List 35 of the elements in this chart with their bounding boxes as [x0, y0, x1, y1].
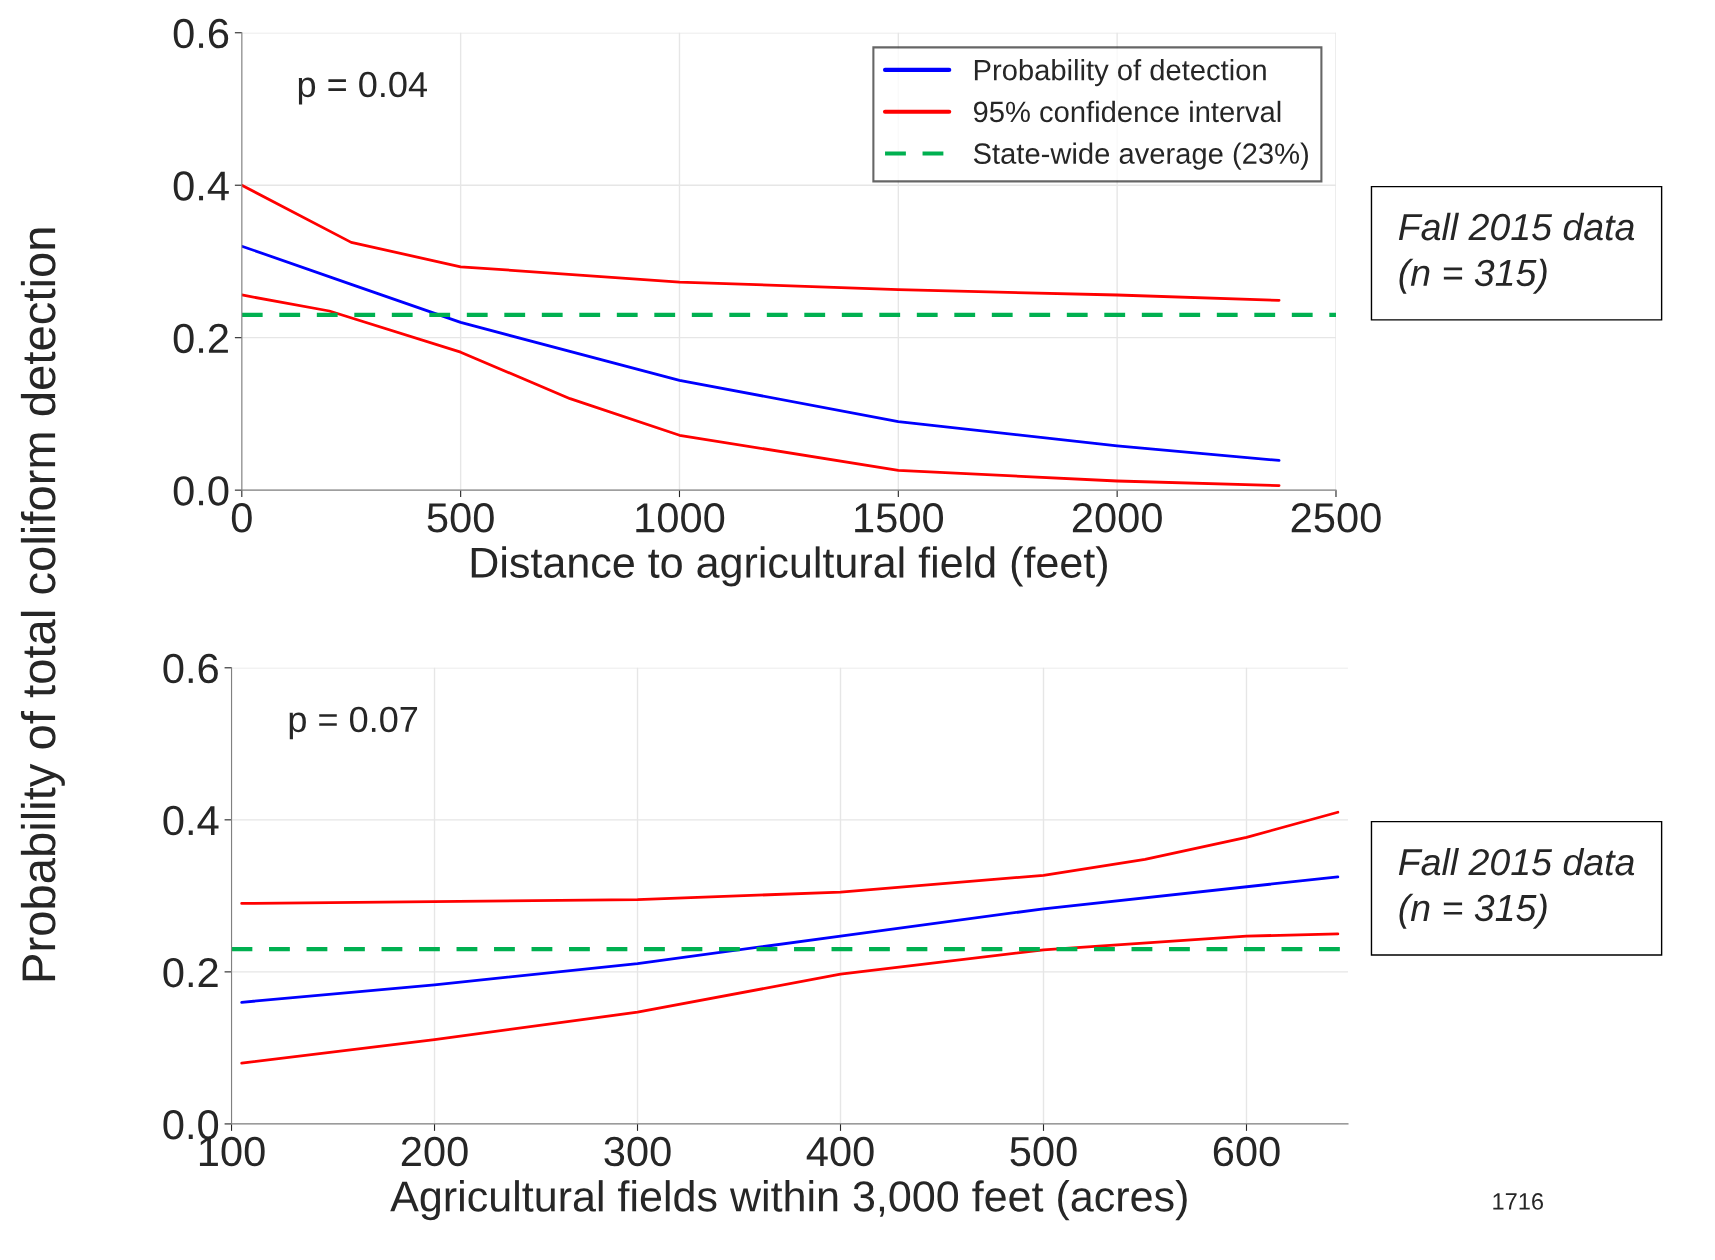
annotation: p = 0.07	[289, 706, 418, 740]
line-series	[240, 810, 1340, 905]
y-tick-label: 0.6	[173, 18, 229, 49]
y-tick-label: 0.2	[173, 323, 228, 354]
x-tick-label: 600	[1213, 1136, 1280, 1167]
x-tick-label: 400	[806, 1136, 874, 1167]
x-tick-label: 300	[604, 1136, 671, 1167]
line-series	[241, 293, 1281, 487]
line-series	[240, 932, 1340, 1065]
x-axis-title: Distance to agricultural field (feet)	[471, 546, 1107, 587]
x-axis-title: Agricultural fields within 3,000 feet (acres)	[390, 1180, 1187, 1221]
x-tick-label: 0	[231, 503, 252, 533]
annotation: p = 0.04	[298, 71, 427, 105]
x-tick-label: 500	[1010, 1136, 1077, 1167]
y-tick-label: 0.6	[163, 653, 218, 684]
legend-label: 95% confidence interval	[973, 100, 1281, 123]
x-tick-label: 1000	[636, 503, 725, 533]
line-series	[241, 244, 1281, 462]
text: Fall 2015 data (n = 315)	[1398, 212, 1635, 294]
x-tick-label: 500	[427, 503, 494, 533]
x-tick-label: 1500	[855, 503, 944, 533]
y-tick-label: 0.0	[173, 476, 229, 506]
line-series	[241, 183, 1281, 302]
text: 1716	[1493, 1193, 1543, 1210]
y-axis-title: Probability of total coliform detection	[20, 228, 65, 981]
y-tick-label: 0.4	[173, 171, 229, 201]
text: Fall 2015 data (n = 315)	[1398, 847, 1635, 929]
line-series	[240, 875, 1340, 1004]
y-tick-label: 0.2	[163, 957, 218, 988]
x-tick-label: 2500	[1291, 503, 1381, 533]
legend-label: Probability of detection	[974, 59, 1266, 87]
x-tick-label: 2000	[1072, 503, 1162, 533]
y-tick-label: 0.4	[163, 805, 219, 836]
legend-label: State-wide average (23%)	[973, 142, 1308, 170]
x-tick-label: 200	[401, 1136, 468, 1167]
